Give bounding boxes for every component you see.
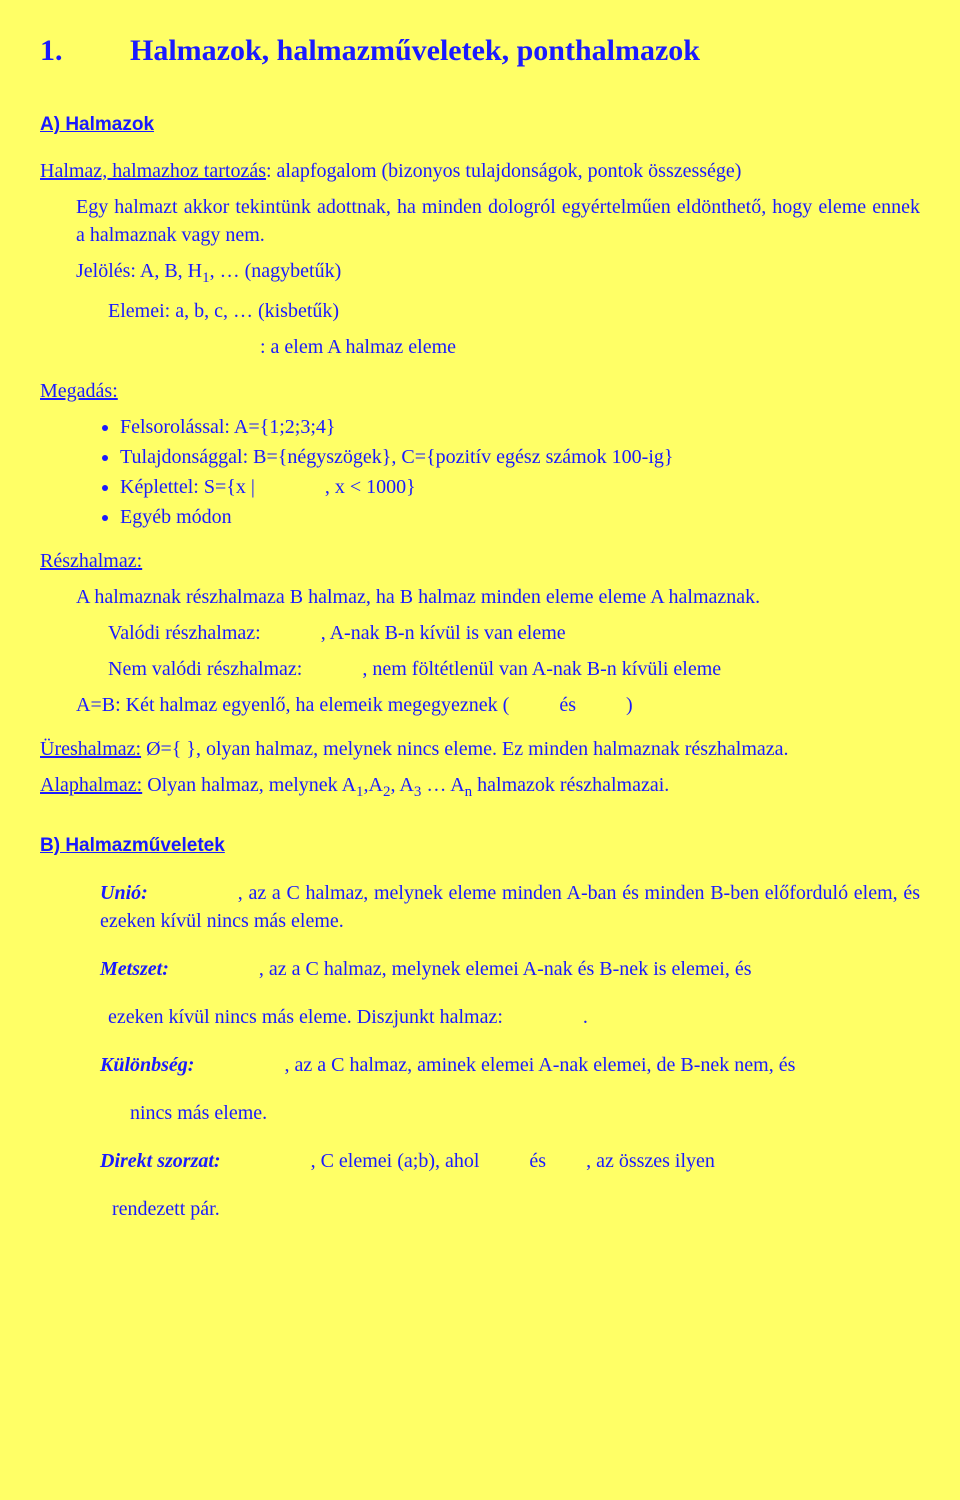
nemvalodi-label: Nem valódi részhalmaz: [108, 658, 302, 680]
direkt-text-b: , az összes ilyen [586, 1150, 715, 1172]
alap-c2: , A [390, 774, 413, 796]
valodi-text: , A-nak B-n kívül is van eleme [321, 622, 566, 644]
list-item: Képlettel: S={x | , x < 1000} [120, 473, 920, 501]
ureshalmaz-text: Ø={ }, olyan halmaz, melynek nincs eleme… [141, 738, 788, 760]
ureshalmaz-label: Üreshalmaz: [40, 738, 141, 760]
kulonbseg-def: Különbség: , az a C halmaz, aminek elemei… [100, 1051, 920, 1079]
list-item-text-a: Képlettel: S={x | [120, 476, 255, 498]
metszet-term: Metszet: [100, 958, 169, 980]
direkt-def: Direkt szorzat: , C elemei (a;b), ahol és,… [100, 1147, 920, 1175]
nemvalodi-text: , nem föltétlenül van A-nak B-n kívüli e… [362, 658, 721, 680]
alap-end: halmazok részhalmazai. [472, 774, 669, 796]
section-b-header: B) Halmazműveletek [40, 833, 920, 860]
egyenlo-es: és [559, 694, 576, 716]
metszet-dot: . [583, 1006, 588, 1028]
metszet-cont: ezeken kívül nincs más eleme. Diszjunkt … [108, 1003, 920, 1031]
notation-text: Jelölés: A, B, H [76, 260, 202, 282]
intro-rest: : alapfogalom (bizonyos tulajdonságok, p… [266, 160, 741, 182]
notation-line-1: Jelölés: A, B, H1, … (nagybetűk) [76, 257, 920, 289]
kulonbseg-term: Különbség: [100, 1054, 194, 1076]
list-item: Tulajdonsággal: B={négyszögek}, C={pozit… [120, 443, 920, 471]
alap-tail: … A [421, 774, 464, 796]
kulonbseg-cont: nincs más eleme. [130, 1099, 920, 1127]
direkt-cont: rendezett pár. [112, 1195, 920, 1223]
notation-line-3: : a elem A halmaz eleme [260, 333, 920, 361]
notation-tail: , … (nagybetűk) [210, 260, 342, 282]
metszet-def: Metszet: , az a C halmaz, melynek elemei … [100, 955, 920, 983]
valodi-resz: Valódi részhalmaz: , A-nak B-n kívül is v… [108, 619, 920, 647]
definition-paragraph: Egy halmazt akkor tekintünk adottnak, ha… [76, 193, 920, 249]
alap-c1: ,A [364, 774, 383, 796]
page-title-row: 1. Halmazok, halmazműveletek, ponthalmaz… [40, 30, 920, 72]
title-number: 1. [40, 30, 130, 72]
egyenlo-line: A=B: Két halmaz egyenlő, ha elemeik mege… [76, 691, 920, 719]
reszhalmaz-label: Részhalmaz: [40, 550, 142, 572]
unio-term: Unió: [100, 882, 148, 904]
unio-def: Unió:, az a C halmaz, melynek eleme mind… [100, 879, 920, 935]
nemvalodi-resz: Nem valódi részhalmaz: , nem föltétlenül … [108, 655, 920, 683]
egyenlo-c: ) [626, 694, 633, 716]
intro-label: Halmaz, halmazhoz tartozás [40, 160, 266, 182]
list-item-text-b: , x < 1000} [325, 476, 416, 498]
notation-sub: 1 [202, 270, 210, 286]
reszhalmaz-def: A halmaznak részhalmaza B halmaz, ha B h… [76, 583, 920, 611]
valodi-label: Valódi részhalmaz: [108, 622, 261, 644]
unio-text: , az a C halmaz, melynek eleme minden A-… [100, 882, 920, 932]
egyenlo-a: A=B: Két halmaz egyenlő, ha elemeik mege… [76, 694, 509, 716]
direkt-term: Direkt szorzat: [100, 1150, 221, 1172]
megadas-list: Felsorolással: A={1;2;3;4} Tulajdonságga… [120, 413, 920, 531]
direkt-text-es: és [529, 1150, 546, 1172]
alaphalmaz-label: Alaphalmaz: [40, 774, 142, 796]
metszet-cont-text: ezeken kívül nincs más eleme. Diszjunkt … [108, 1006, 503, 1028]
direkt-text-a: , C elemei (a;b), ahol [311, 1150, 480, 1172]
alaphalmaz-text-a: Olyan halmaz, melynek A [142, 774, 356, 796]
alaphalmaz-line: Alaphalmaz: Olyan halmaz, melynek A1,A2,… [40, 771, 920, 803]
alap-sub1: 1 [356, 784, 364, 800]
metszet-text: , az a C halmaz, melynek elemei A-nak és… [259, 958, 752, 980]
notation-line-2: Elemei: a, b, c, … (kisbetűk) [108, 297, 920, 325]
reszhalmaz-heading: Részhalmaz: [40, 547, 920, 575]
list-item: Egyéb módon [120, 503, 920, 531]
intro-paragraph: Halmaz, halmazhoz tartozás: alapfogalom … [40, 157, 920, 185]
kulonbseg-text: , az a C halmaz, aminek elemei A-nak ele… [284, 1054, 795, 1076]
title-text: Halmazok, halmazműveletek, ponthalmazok [130, 30, 700, 72]
list-item: Felsorolással: A={1;2;3;4} [120, 413, 920, 441]
ureshalmaz-line: Üreshalmaz: Ø={ }, olyan halmaz, melynek… [40, 735, 920, 763]
section-a-header: A) Halmazok [40, 112, 920, 139]
megadas-label: Megadás: [40, 380, 118, 402]
megadas-heading: Megadás: [40, 377, 920, 405]
